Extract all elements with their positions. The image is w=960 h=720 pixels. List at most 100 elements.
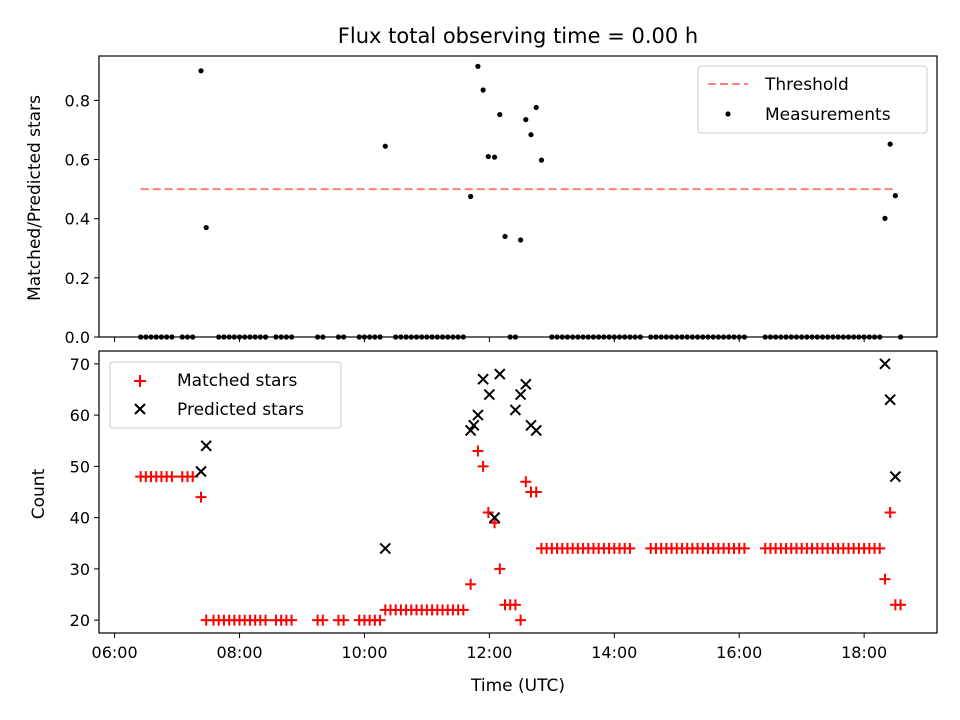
measurement-point [485, 153, 491, 160]
predicted-star-stroke [509, 404, 522, 416]
matched-star-point [166, 471, 178, 483]
measurement-point [773, 334, 779, 340]
x-tick-label: 14:00 [591, 643, 637, 662]
measurement-point [429, 334, 435, 340]
measurement-point [445, 334, 451, 340]
measurement-point [549, 334, 555, 340]
measurement-point [538, 157, 545, 163]
top-plot: 0.0 0.2 0.4 0.6 0.8 Threshold Measurements [65, 55, 938, 347]
plot-frame [98, 350, 938, 634]
measurement-point [424, 334, 430, 340]
predicted-star-point [884, 394, 896, 406]
y-tick-label: 0.4 [65, 210, 90, 229]
x-tick-label: 08:00 [216, 643, 262, 662]
measurement-point [439, 334, 446, 340]
measurement-point [190, 334, 196, 340]
predicted-star-stroke [520, 378, 532, 391]
measurement-point [169, 334, 175, 340]
measurement-point [450, 334, 456, 340]
measurement-point [616, 334, 623, 340]
legend-predicted-label: Predicted stars [177, 400, 304, 420]
predicted-star-point [468, 419, 480, 432]
matched-star-point [286, 614, 298, 626]
top-y-axis-label: Matched/Predicted stars [25, 95, 45, 301]
predicted-star-stroke [889, 470, 902, 483]
measurement-point [475, 63, 481, 69]
measurement-point [533, 104, 539, 111]
measurement-point [648, 334, 654, 340]
measurement-point [198, 68, 204, 74]
measurement-point [283, 334, 289, 340]
measurement-point [252, 334, 258, 340]
matched-star-point [260, 614, 272, 626]
measurement-point [419, 334, 425, 340]
measurement-point [658, 334, 664, 340]
measurement-point [143, 334, 149, 340]
measurement-point [356, 334, 362, 340]
matched-star-point [457, 604, 469, 616]
measurement-point [236, 334, 243, 340]
predicted-star-point [879, 358, 891, 370]
measurement-point [580, 334, 586, 340]
predicted-star-point [889, 470, 902, 483]
matched-star-point [489, 517, 501, 529]
predicted-star-stroke [195, 465, 207, 478]
measurement-point [637, 334, 643, 340]
matched-star-point [515, 614, 527, 626]
measurement-point [835, 334, 841, 340]
predicted-star-stroke [483, 388, 496, 401]
matched-star-point [317, 614, 329, 626]
measurement-point [361, 334, 368, 340]
measurement-point [741, 334, 748, 340]
matched-star-point [895, 599, 907, 611]
measurement-point [788, 334, 794, 340]
legend-predicted-swatch [134, 403, 146, 415]
matched-star-point [874, 542, 886, 554]
measurement-point [226, 334, 232, 340]
measurement-point [856, 334, 862, 340]
predicted-star-stroke [379, 542, 391, 555]
legend-threshold-label: Threshold [764, 75, 849, 95]
measurement-point [804, 334, 810, 340]
measurement-point [575, 334, 581, 340]
matched-star-point [530, 486, 542, 498]
matched-star-point [509, 599, 521, 611]
measurement-point [726, 334, 732, 340]
measurement-point [480, 87, 486, 93]
y-tick-label: 20 [70, 611, 90, 630]
predicted-star-point [488, 511, 501, 524]
predicted-star-point [195, 465, 207, 478]
measurement-point [367, 334, 373, 340]
y-tick-label: 40 [70, 509, 90, 528]
measurement-point [408, 334, 414, 340]
y-tick-label: 60 [70, 406, 90, 425]
measurement-point [585, 334, 591, 340]
measurement-point [684, 334, 690, 340]
predicted-star-stroke [884, 394, 896, 406]
measurement-point [663, 334, 669, 340]
measurement-point [720, 334, 727, 340]
measurement-point [601, 334, 607, 340]
measurement-point [242, 334, 248, 340]
x-tick-label: 18:00 [841, 643, 887, 662]
measurement-point [627, 334, 633, 340]
legend-measurement-swatch [725, 111, 731, 117]
measurement-point [393, 334, 399, 340]
measurement-point [216, 334, 222, 340]
measurement-point [278, 334, 284, 340]
y-tick-label: 50 [70, 457, 90, 476]
matched-star-point [195, 491, 207, 503]
measurement-point [632, 334, 638, 340]
measurement-point [398, 334, 404, 340]
measurement-point [320, 334, 326, 340]
y-tick-label: 0.0 [65, 328, 90, 347]
predicted-star-stroke [514, 388, 527, 401]
measurement-point [892, 193, 898, 199]
predicted-star-point [509, 404, 522, 416]
measurement-point [736, 334, 742, 340]
x-axis-label: Time (UTC) [470, 676, 565, 696]
measurement-point [622, 334, 628, 340]
legend-matched-label: Matched stars [177, 371, 297, 391]
measurement-point [502, 233, 508, 240]
plot-frame [98, 55, 938, 338]
